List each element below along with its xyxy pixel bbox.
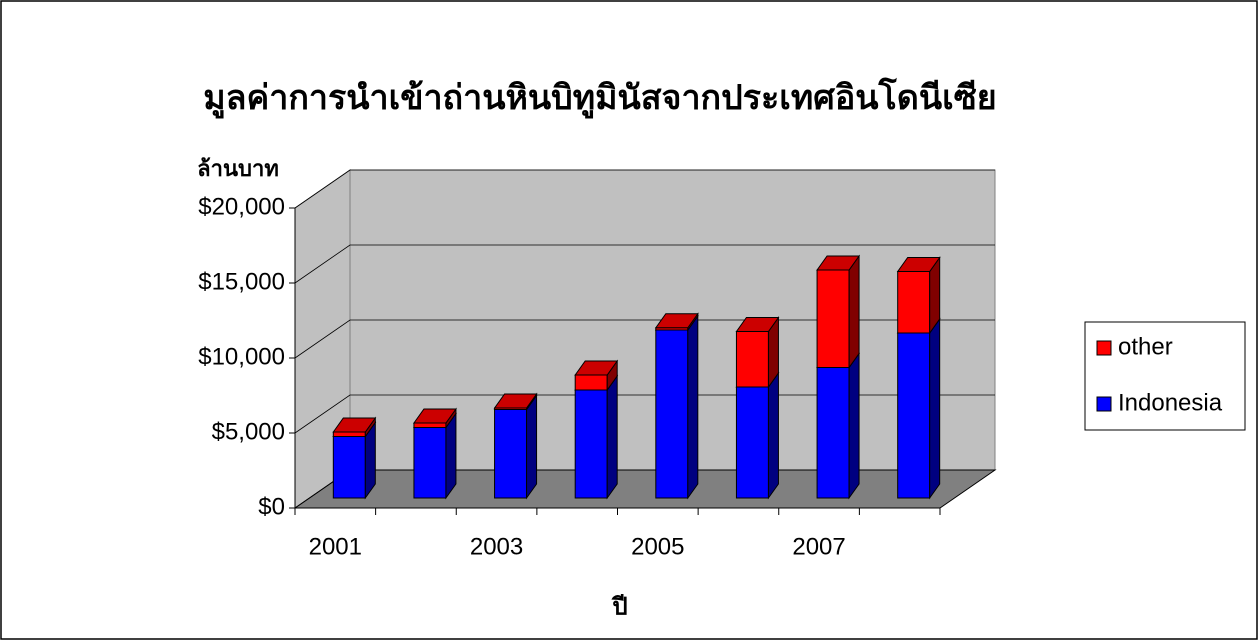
y-tick-label: $10,000 bbox=[198, 343, 285, 370]
bar-top bbox=[896, 257, 941, 272]
bar-side bbox=[767, 371, 779, 500]
bar-front bbox=[655, 329, 689, 499]
bar bbox=[654, 312, 699, 332]
legend-label: other bbox=[1118, 333, 1173, 360]
bar bbox=[332, 416, 377, 439]
grid-line bbox=[294, 394, 995, 434]
bar bbox=[574, 374, 619, 500]
x-axis-label: ปี bbox=[611, 593, 627, 620]
bar bbox=[574, 359, 619, 392]
bar-front bbox=[816, 269, 850, 368]
bar bbox=[735, 315, 780, 389]
bar bbox=[493, 393, 538, 500]
bar-side bbox=[687, 314, 699, 500]
grid-line bbox=[294, 169, 995, 209]
x-tick-label: 2007 bbox=[792, 533, 845, 560]
bar-front bbox=[735, 386, 769, 499]
bar-front bbox=[332, 436, 366, 499]
bar-front bbox=[413, 427, 447, 499]
y-axis-label: ล้านบาท bbox=[197, 156, 279, 181]
legend-swatch bbox=[1096, 396, 1112, 412]
y-tick-label: $5,000 bbox=[212, 418, 285, 445]
bar-front bbox=[897, 271, 931, 334]
bar-front bbox=[574, 389, 608, 499]
x-tick-label: 2005 bbox=[631, 533, 684, 560]
y-tick-label: $15,000 bbox=[198, 268, 285, 295]
bar-front bbox=[574, 374, 608, 391]
bar-front bbox=[413, 422, 447, 428]
y-tick-label: $20,000 bbox=[198, 193, 285, 220]
bar-front bbox=[735, 331, 769, 388]
bar bbox=[896, 255, 941, 335]
bar-front bbox=[494, 409, 528, 499]
bar-top bbox=[735, 317, 780, 332]
bar-top bbox=[412, 408, 457, 424]
bar-top bbox=[816, 255, 861, 271]
bar bbox=[735, 371, 780, 500]
bar bbox=[412, 407, 457, 430]
bar bbox=[816, 254, 861, 370]
bar-side bbox=[848, 254, 860, 370]
legend-box bbox=[1084, 321, 1246, 431]
bar-top bbox=[574, 360, 619, 376]
legend-label: Indonesia bbox=[1118, 389, 1223, 416]
bar bbox=[493, 392, 538, 412]
bar-front bbox=[332, 431, 366, 437]
floor bbox=[293, 469, 997, 509]
bar-side bbox=[526, 393, 538, 500]
bar bbox=[654, 314, 699, 500]
bar-front bbox=[897, 332, 931, 499]
y-tick-label: $0 bbox=[258, 493, 285, 520]
bar-top bbox=[654, 313, 699, 329]
bar-top bbox=[332, 417, 377, 433]
bar bbox=[896, 317, 941, 500]
bar-side bbox=[929, 317, 941, 500]
x-tick-label: 2001 bbox=[309, 533, 362, 560]
bar-side bbox=[848, 351, 860, 500]
grid-line bbox=[294, 244, 995, 284]
bar-side bbox=[606, 374, 618, 500]
bar-front bbox=[816, 367, 850, 499]
grid-line bbox=[294, 319, 995, 359]
chart-title: มูลค่าการนำเข้าถ่านหินบิทูมินัสจากประเทศ… bbox=[203, 77, 996, 119]
bar-top bbox=[493, 393, 538, 409]
x-tick-label: 2003 bbox=[470, 533, 523, 560]
bar bbox=[816, 351, 861, 500]
legend-swatch bbox=[1096, 340, 1112, 356]
